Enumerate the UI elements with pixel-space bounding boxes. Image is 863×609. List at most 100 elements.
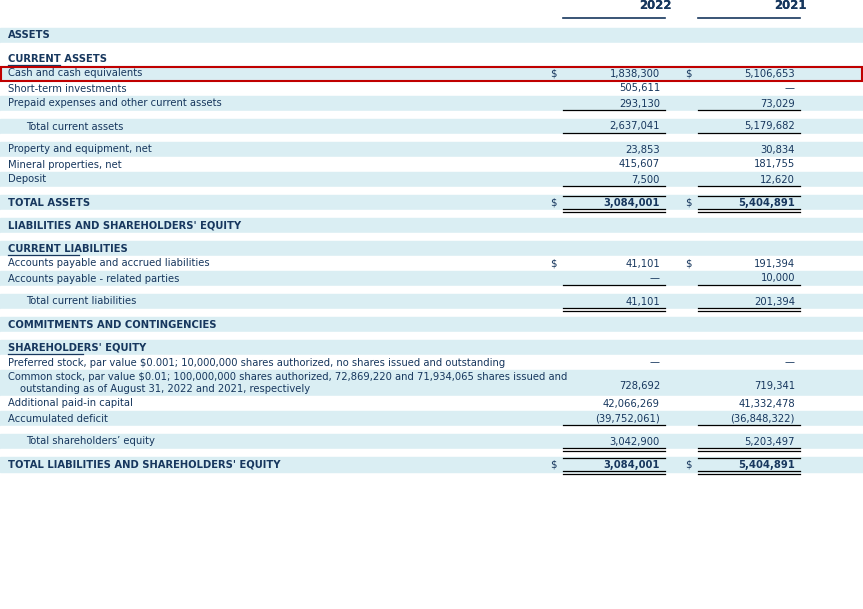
Text: 23,853: 23,853 [626,144,660,155]
Bar [0,218,863,233]
Bar [0,286,863,294]
Bar [0,142,863,157]
Text: 191,394: 191,394 [754,258,795,269]
Text: Accounts payable and accrued liabilities: Accounts payable and accrued liabilities [8,258,210,269]
Text: 10,000: 10,000 [760,273,795,284]
Bar [0,434,863,449]
Text: Common stock, par value $0.01; 100,000,000 shares authorized, 72,869,220 and 71,: Common stock, par value $0.01; 100,000,0… [8,372,567,382]
Text: Prepaid expenses and other current assets: Prepaid expenses and other current asset… [8,99,222,108]
Text: 73,029: 73,029 [760,99,795,108]
Bar [0,195,863,210]
Text: CURRENT ASSETS: CURRENT ASSETS [8,54,107,63]
Bar [0,271,863,286]
Bar [0,233,863,241]
Text: SHAREHOLDERS' EQUITY: SHAREHOLDERS' EQUITY [8,342,146,353]
Text: 5,404,891: 5,404,891 [738,197,795,208]
Text: 5,179,682: 5,179,682 [744,122,795,132]
Text: Accounts payable - related parties: Accounts payable - related parties [8,273,180,284]
Text: 3,084,001: 3,084,001 [603,197,660,208]
Bar [0,449,863,457]
Text: $: $ [551,197,557,208]
Text: Total shareholders’ equity: Total shareholders’ equity [26,437,154,446]
Text: Short-term investments: Short-term investments [8,83,127,94]
Text: $: $ [685,460,692,470]
Bar [0,111,863,119]
Bar [0,241,863,256]
Text: 30,834: 30,834 [760,144,795,155]
Text: $: $ [551,68,557,79]
Bar [0,43,863,51]
Bar [0,51,863,66]
Text: CURRENT LIABILITIES: CURRENT LIABILITIES [8,244,128,253]
Bar [1,66,862,80]
Bar [0,294,863,309]
Text: 5,203,497: 5,203,497 [745,437,795,446]
Text: 2,637,041: 2,637,041 [609,122,660,132]
Text: Property and equipment, net: Property and equipment, net [8,144,152,155]
Bar [0,256,863,271]
Text: 41,332,478: 41,332,478 [739,398,795,409]
Text: 41,101: 41,101 [626,258,660,269]
Text: 2021: 2021 [774,0,806,12]
Text: $: $ [685,68,692,79]
Bar [0,119,863,134]
Text: 7,500: 7,500 [632,175,660,185]
Text: (39,752,061): (39,752,061) [595,414,660,423]
Bar [0,187,863,195]
Bar [0,66,863,81]
Text: Mineral properties, net: Mineral properties, net [8,160,122,169]
Text: 293,130: 293,130 [619,99,660,108]
Bar [0,411,863,426]
Bar [0,370,863,396]
Bar [0,426,863,434]
Bar [0,309,863,317]
Text: 2021: 2021 [774,0,806,12]
Text: 12,620: 12,620 [760,175,795,185]
Bar [0,134,863,142]
Bar [0,210,863,218]
Text: COMMITMENTS AND CONTINGENCIES: COMMITMENTS AND CONTINGENCIES [8,320,217,329]
Text: $: $ [551,258,557,269]
Text: Additional paid-in capital: Additional paid-in capital [8,398,133,409]
Text: 728,692: 728,692 [619,381,660,390]
Text: Accumulated deficit: Accumulated deficit [8,414,108,423]
Text: 3,084,001: 3,084,001 [603,460,660,470]
Bar [0,28,863,43]
Text: 1,838,300: 1,838,300 [610,68,660,79]
Text: 5,106,653: 5,106,653 [745,68,795,79]
Text: ASSETS: ASSETS [8,30,51,41]
Text: 505,611: 505,611 [619,83,660,94]
Text: —: — [650,273,660,284]
Bar [0,172,863,187]
Text: $: $ [551,460,557,470]
Text: —: — [785,83,795,94]
Text: Total current assets: Total current assets [26,122,123,132]
Text: —: — [785,357,795,367]
Text: (36,848,322): (36,848,322) [731,414,795,423]
Bar [0,332,863,340]
Text: Deposit: Deposit [8,175,46,185]
Text: $: $ [685,258,692,269]
Bar [0,340,863,355]
Text: —: — [650,357,660,367]
Bar [0,317,863,332]
Text: outstanding as of August 31, 2022 and 2021, respectively: outstanding as of August 31, 2022 and 20… [20,384,310,394]
Text: 41,101: 41,101 [626,297,660,306]
Text: Preferred stock, par value $0.001; 10,000,000 shares authorized, no shares issue: Preferred stock, par value $0.001; 10,00… [8,357,505,367]
Text: 2022: 2022 [639,0,671,12]
Bar [0,157,863,172]
Bar [0,81,863,96]
Text: TOTAL ASSETS: TOTAL ASSETS [8,197,90,208]
Text: 719,341: 719,341 [754,381,795,390]
Text: Total current liabilities: Total current liabilities [26,297,136,306]
Text: 5,404,891: 5,404,891 [738,460,795,470]
Text: 181,755: 181,755 [753,160,795,169]
Text: TOTAL LIABILITIES AND SHAREHOLDERS' EQUITY: TOTAL LIABILITIES AND SHAREHOLDERS' EQUI… [8,460,280,470]
Bar [0,96,863,111]
Bar [0,457,863,472]
Text: $: $ [685,197,692,208]
Text: LIABILITIES AND SHAREHOLDERS' EQUITY: LIABILITIES AND SHAREHOLDERS' EQUITY [8,220,241,230]
Text: Cash and cash equivalents: Cash and cash equivalents [8,68,142,79]
Bar [0,355,863,370]
Text: 3,042,900: 3,042,900 [610,437,660,446]
